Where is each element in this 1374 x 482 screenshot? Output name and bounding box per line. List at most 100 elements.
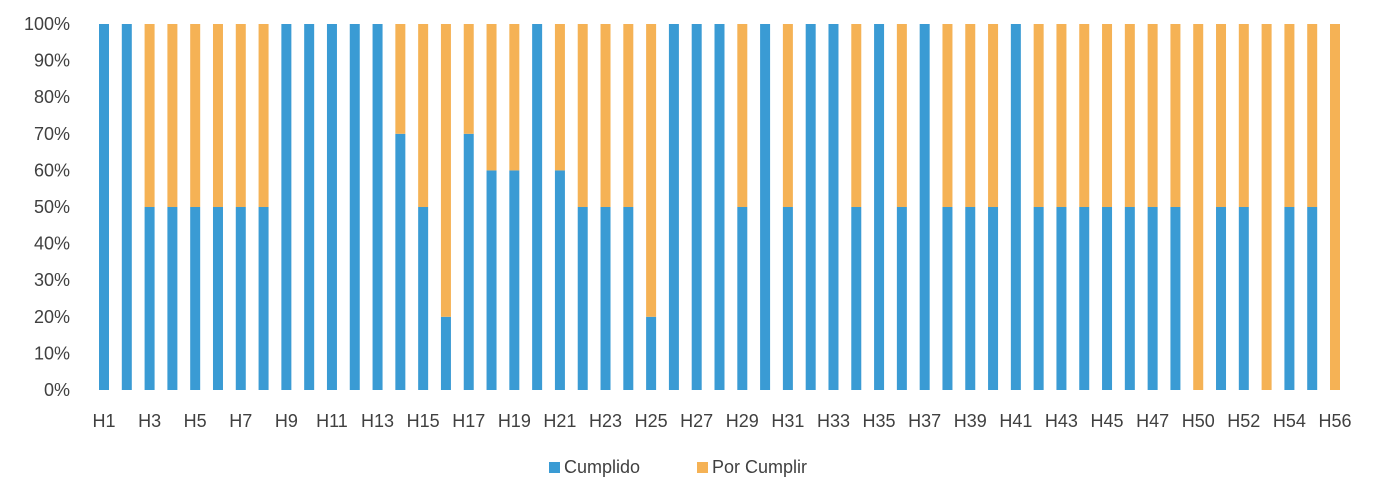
y-tick-label: 50% <box>34 197 70 217</box>
bar-cumplido-h23 <box>600 207 611 390</box>
bar-cumplido-h40 <box>988 207 999 390</box>
bar-por-cumplir-h45 <box>1102 24 1113 207</box>
bar-cumplido-h18 <box>486 170 497 390</box>
bar-por-cumplir-h34 <box>851 24 862 207</box>
bar-cumplido-h38 <box>942 207 953 390</box>
bar-por-cumplir-h38 <box>942 24 953 207</box>
legend-label-cumplido: Cumplido <box>564 457 640 477</box>
bar-por-cumplir-h17 <box>463 24 474 134</box>
bar-cumplido-h42 <box>1033 207 1044 390</box>
bar-por-cumplir-h56 <box>1330 24 1340 390</box>
legend-swatch-por-cumplir <box>697 462 708 473</box>
x-tick-label: H39 <box>954 411 987 431</box>
bar-cumplido-h6 <box>212 207 223 390</box>
x-tick-label: H31 <box>771 411 804 431</box>
x-tick-label: H5 <box>184 411 207 431</box>
x-tick-label: H7 <box>229 411 252 431</box>
bar-cumplido-h12 <box>349 24 360 390</box>
bar-cumplido-h28 <box>714 24 725 390</box>
x-tick-label: H33 <box>817 411 850 431</box>
bar-cumplido-h46 <box>1124 207 1135 390</box>
bar-cumplido-h19 <box>509 170 520 390</box>
bar-por-cumplir-h55 <box>1307 24 1318 207</box>
x-tick-label: H35 <box>863 411 896 431</box>
y-tick-label: 100% <box>24 14 70 34</box>
bar-por-cumplir-h22 <box>577 24 588 207</box>
x-tick-label: H1 <box>92 411 115 431</box>
bars-group <box>99 24 1340 391</box>
x-axis: H1 H3 H5 H7 H9 H11 H13 H15 H17 H19 H21 H23 H25 H27 H29… <box>92 411 1351 431</box>
bar-cumplido-h8 <box>258 207 269 390</box>
bar-cumplido-h29 <box>737 207 748 390</box>
x-tick-label: H41 <box>999 411 1032 431</box>
bar-por-cumplir-h23 <box>600 24 611 207</box>
bar-por-cumplir-h51 <box>1216 24 1227 207</box>
bar-cumplido-h32 <box>805 24 816 390</box>
x-tick-label: H29 <box>726 411 759 431</box>
bar-por-cumplir-h40 <box>988 24 999 207</box>
bar-cumplido-h25 <box>646 316 657 390</box>
bar-por-cumplir-h48 <box>1170 24 1181 207</box>
bar-por-cumplir-h54 <box>1284 24 1295 207</box>
bar-cumplido-h11 <box>326 24 337 390</box>
x-tick-label: H27 <box>680 411 713 431</box>
bar-cumplido-h41 <box>1010 24 1021 390</box>
bar-cumplido-h22 <box>577 207 588 390</box>
bar-por-cumplir-h21 <box>554 24 565 171</box>
bar-por-cumplir-h29 <box>737 24 748 207</box>
bar-cumplido-h1 <box>99 24 109 390</box>
bar-cumplido-h17 <box>463 133 474 391</box>
bar-por-cumplir-h47 <box>1147 24 1158 207</box>
bar-por-cumplir-h39 <box>965 24 976 207</box>
bar-cumplido-h33 <box>828 24 839 390</box>
bar-por-cumplir-h19 <box>509 24 520 171</box>
x-tick-label: H9 <box>275 411 298 431</box>
y-tick-label: 40% <box>34 234 70 254</box>
y-tick-label: 30% <box>34 270 70 290</box>
legend: Cumplido Por Cumplir <box>549 457 807 477</box>
bar-cumplido-h4 <box>167 207 178 390</box>
x-tick-label: H21 <box>543 411 576 431</box>
bar-por-cumplir-h53 <box>1261 24 1272 390</box>
x-tick-label: H25 <box>635 411 668 431</box>
x-tick-label: H45 <box>1091 411 1124 431</box>
x-tick-label: H13 <box>361 411 394 431</box>
bar-cumplido-h36 <box>896 207 907 390</box>
bar-cumplido-h5 <box>190 207 201 390</box>
legend-swatch-cumplido <box>549 462 560 473</box>
bar-cumplido-h13 <box>372 24 383 390</box>
bar-cumplido-h9 <box>281 24 292 390</box>
bar-cumplido-h44 <box>1079 207 1090 390</box>
bar-cumplido-h34 <box>851 207 862 390</box>
x-tick-label: H37 <box>908 411 941 431</box>
bar-por-cumplir-h16 <box>440 24 451 317</box>
bar-cumplido-h47 <box>1147 207 1158 390</box>
y-tick-label: 0% <box>44 380 70 400</box>
bar-por-cumplir-h42 <box>1033 24 1044 207</box>
bar-cumplido-h20 <box>532 24 543 390</box>
x-tick-label: H19 <box>498 411 531 431</box>
bar-cumplido-h51 <box>1216 207 1227 390</box>
bar-por-cumplir-h43 <box>1056 24 1067 207</box>
y-tick-label: 10% <box>34 343 70 363</box>
x-tick-label: H54 <box>1273 411 1306 431</box>
bar-por-cumplir-h14 <box>395 24 406 134</box>
x-tick-label: H15 <box>407 411 440 431</box>
bar-por-cumplir-h18 <box>486 24 497 171</box>
legend-label-por-cumplir: Por Cumplir <box>712 457 807 477</box>
bar-cumplido-h31 <box>782 207 793 390</box>
bar-por-cumplir-h25 <box>646 24 657 317</box>
y-tick-label: 70% <box>34 124 70 144</box>
bar-por-cumplir-h7 <box>235 24 246 207</box>
bar-por-cumplir-h44 <box>1079 24 1090 207</box>
x-tick-label: H3 <box>138 411 161 431</box>
bar-cumplido-h39 <box>965 207 976 390</box>
bar-cumplido-h21 <box>554 170 565 390</box>
y-tick-label: 90% <box>34 51 70 71</box>
bar-cumplido-h14 <box>395 133 406 391</box>
y-tick-label: 80% <box>34 87 70 107</box>
bar-cumplido-h35 <box>874 24 885 390</box>
bar-cumplido-h48 <box>1170 207 1181 390</box>
bar-por-cumplir-h24 <box>623 24 634 207</box>
